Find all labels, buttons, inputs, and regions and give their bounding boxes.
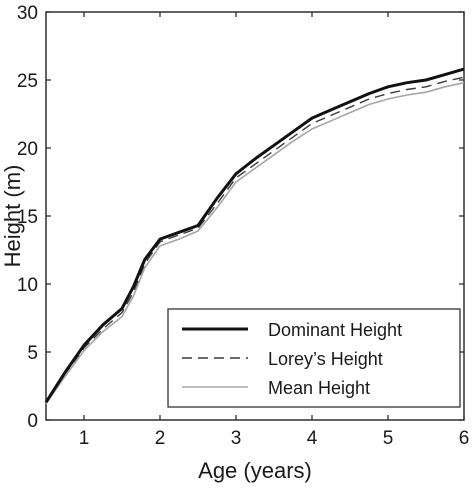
- series-line-mean-height: [45, 81, 465, 405]
- y-tick-label: 15: [17, 207, 38, 228]
- x-axis-label: Age (years): [198, 458, 312, 483]
- series-line-lorey-s-height: [45, 76, 465, 403]
- y-tick-label: 10: [17, 275, 38, 296]
- x-tick-label: 2: [155, 428, 166, 449]
- legend: Dominant Height Lorey’s Height Mean Height: [167, 308, 461, 408]
- axis-ticks: 1 2 3 4 5 6 0 5 10 15 20 25 30: [17, 3, 469, 449]
- series-line-dominant-height: [44, 67, 465, 404]
- x-tick-label: 5: [383, 428, 394, 449]
- series-layer: [44, 67, 465, 405]
- legend-label-lorey-s-height: Lorey’s Height: [268, 349, 383, 369]
- y-tick-label: 5: [27, 343, 38, 364]
- legend-label-mean-height: Mean Height: [268, 378, 370, 398]
- y-tick-label: 20: [17, 139, 38, 160]
- legend-label-dominant-height: Dominant Height: [268, 320, 402, 340]
- x-tick-label: 4: [307, 428, 318, 449]
- y-tick-label: 0: [27, 411, 38, 432]
- y-tick-label: 30: [17, 3, 38, 24]
- x-tick-label: 3: [231, 428, 242, 449]
- y-tick-label: 25: [17, 71, 38, 92]
- x-tick-label: 6: [459, 428, 470, 449]
- legend-box: [167, 308, 461, 408]
- x-tick-label: 1: [79, 428, 90, 449]
- y-axis-label: Height (m): [0, 165, 25, 268]
